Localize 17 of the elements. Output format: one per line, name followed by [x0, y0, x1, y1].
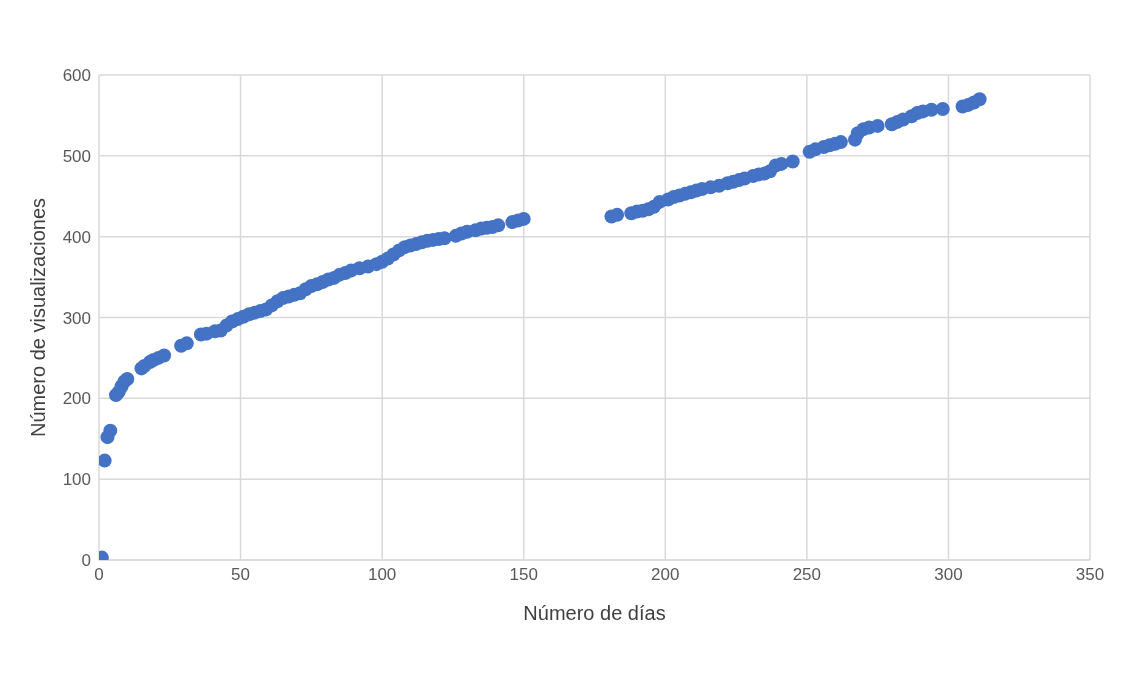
x-tick-label: 250 [792, 565, 822, 585]
y-tick-label: 100 [62, 470, 91, 490]
y-tick-label: 500 [62, 146, 91, 166]
x-tick-label: 150 [509, 565, 538, 585]
x-tick-label: 200 [651, 565, 680, 585]
y-tick-label: 200 [62, 389, 91, 409]
x-tick-label: 350 [1075, 565, 1105, 585]
x-tick-label: 50 [231, 565, 251, 585]
y-tick-label: 600 [62, 66, 91, 86]
y-tick-label: 300 [62, 308, 91, 328]
y-tick-label: 0 [81, 551, 91, 571]
x-tick-label: 100 [367, 565, 397, 585]
y-axis-title: Número de visualizaciones [27, 197, 50, 438]
x-axis-title: Número de días [523, 602, 666, 624]
x-tick-label: 300 [934, 565, 963, 585]
x-tick-label: 0 [94, 565, 104, 585]
y-tick-label: 400 [62, 227, 91, 247]
